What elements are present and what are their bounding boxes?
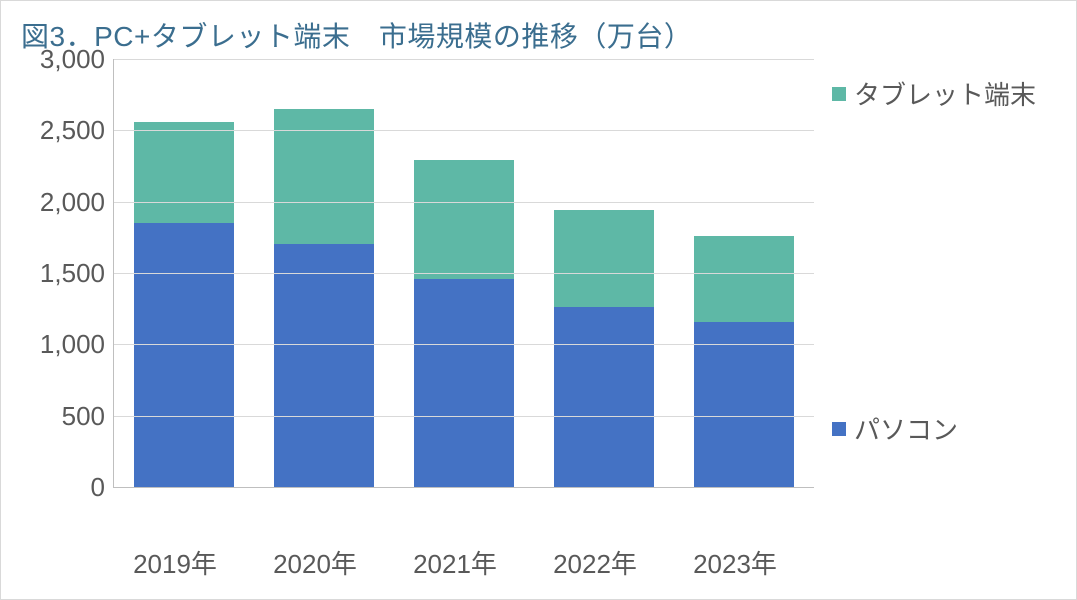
legend-item-pc: パソコン	[832, 410, 1036, 447]
legend-swatch-tablet	[832, 87, 846, 101]
x-tick: 2022年	[525, 520, 665, 581]
x-tick: 2023年	[665, 520, 805, 581]
bar-segment	[414, 279, 515, 487]
bar-segment	[414, 160, 515, 278]
bar-segment	[134, 122, 235, 223]
bar-group	[414, 160, 515, 487]
x-tick: 2019年	[105, 520, 245, 581]
bar-group	[134, 122, 235, 487]
legend: タブレット端末 パソコン	[814, 59, 1044, 507]
plot-region	[113, 59, 814, 488]
legend-label-pc: パソコン	[854, 410, 958, 447]
bar-segment	[134, 223, 235, 487]
gridline	[114, 416, 814, 417]
bar-segment	[274, 244, 375, 487]
bar-segment	[694, 322, 795, 487]
x-axis: 2019年2020年2021年2022年2023年	[19, 520, 805, 581]
legend-item-tablet: タブレット端末	[832, 75, 1036, 112]
chart-row: 3,0002,5002,0001,5001,0005000 2019年2020年…	[19, 59, 1058, 581]
bar-segment	[274, 109, 375, 245]
gridline	[114, 273, 814, 274]
y-axis: 3,0002,5002,0001,5001,0005000	[19, 59, 113, 487]
chart-area: 3,0002,5002,0001,5001,0005000 2019年2020年…	[19, 59, 814, 581]
plot-wrap: 3,0002,5002,0001,5001,0005000	[19, 59, 814, 520]
chart-frame: 図3．PC+タブレット端末 市場規模の推移（万台） 3,0002,5002,00…	[0, 0, 1077, 600]
gridline	[114, 59, 814, 60]
gridline	[114, 130, 814, 131]
bar-group	[274, 109, 375, 487]
legend-swatch-pc	[832, 422, 846, 436]
bar-segment	[694, 236, 795, 322]
bar-segment	[554, 210, 655, 307]
x-axis-spacer	[19, 520, 105, 581]
gridline	[114, 344, 814, 345]
bar-group	[554, 210, 655, 487]
x-tick: 2021年	[385, 520, 525, 581]
legend-label-tablet: タブレット端末	[854, 75, 1036, 112]
x-tick: 2020年	[245, 520, 385, 581]
x-labels: 2019年2020年2021年2022年2023年	[105, 520, 805, 581]
bar-segment	[554, 307, 655, 487]
chart-title: 図3．PC+タブレット端末 市場規模の推移（万台）	[21, 15, 1058, 55]
gridline	[114, 202, 814, 203]
